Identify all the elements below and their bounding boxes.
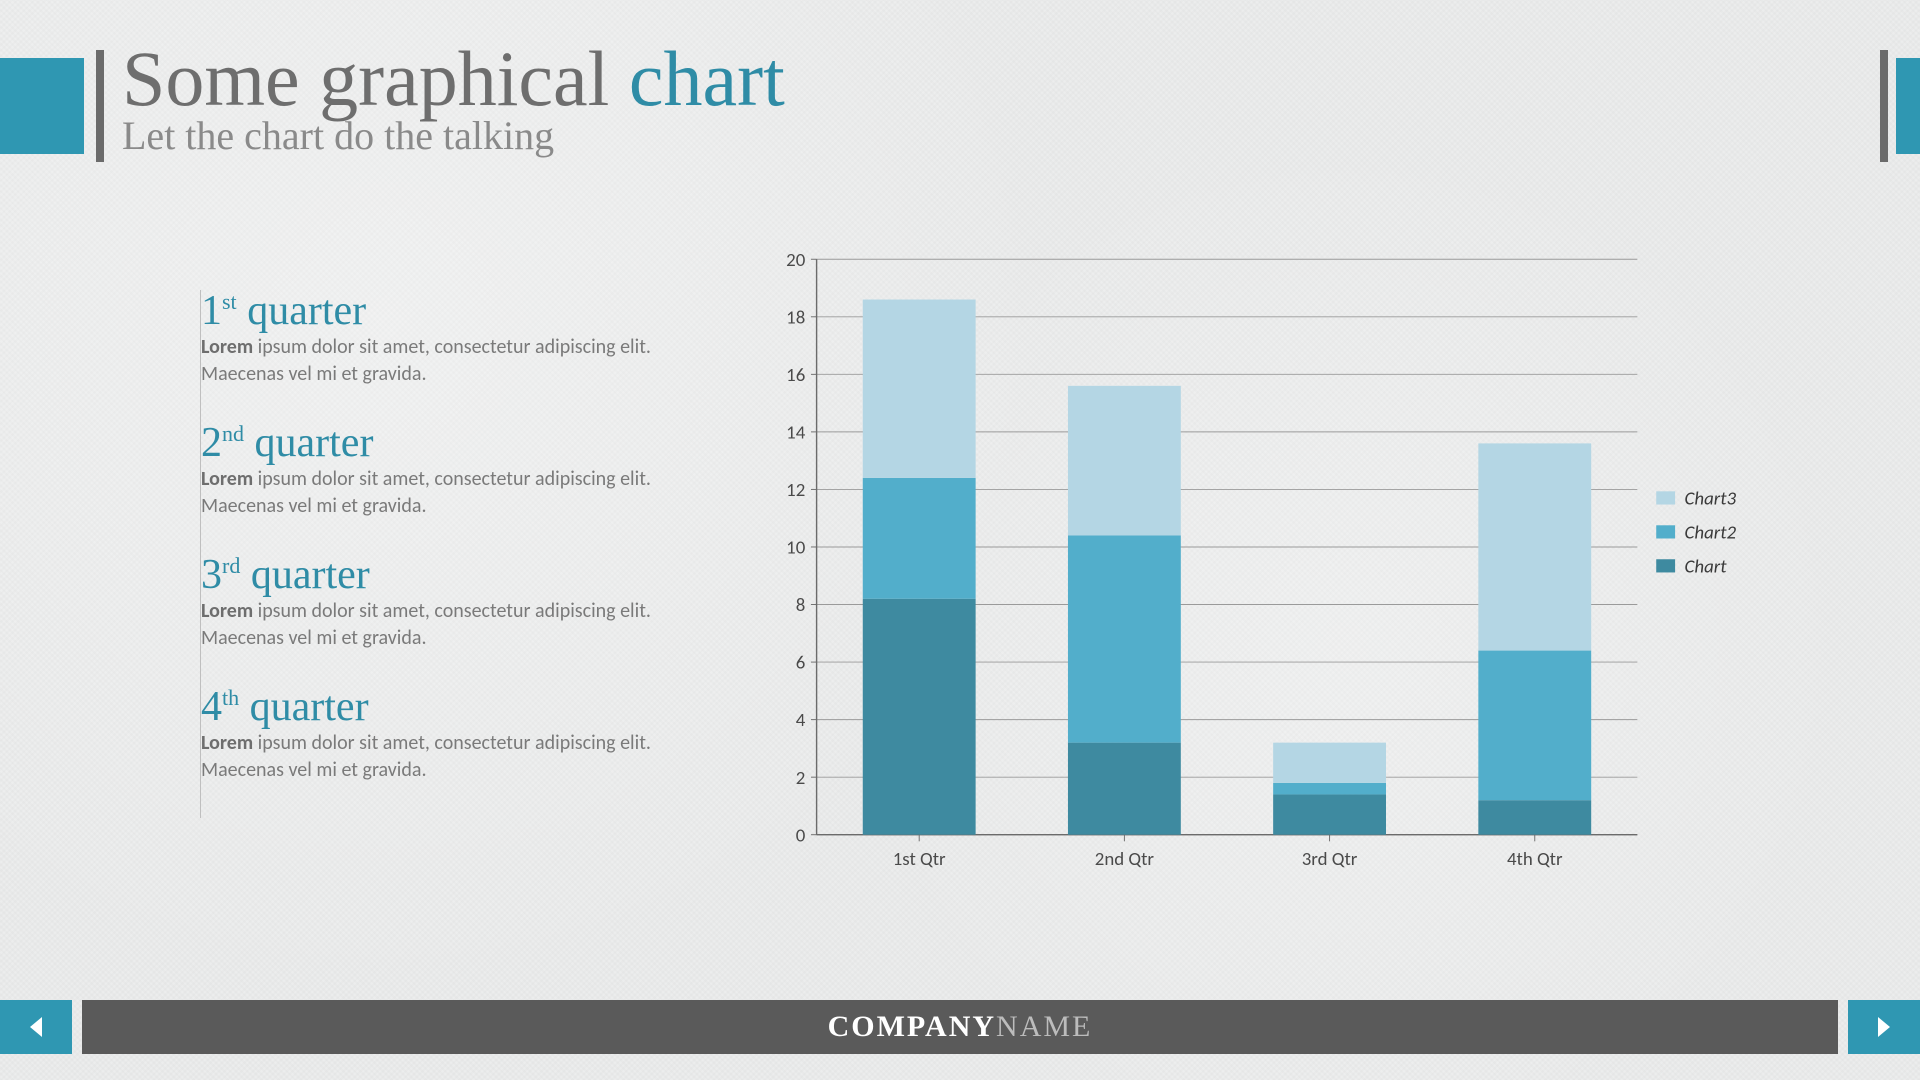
- quarter-block: 3rd quarterLorem ipsum dolor sit amet, c…: [201, 554, 680, 652]
- quarter-body: Lorem ipsum dolor sit amet, consectetur …: [201, 466, 680, 520]
- bar-segment: [1273, 783, 1386, 795]
- y-tick-label: 6: [796, 652, 806, 675]
- quarter-heading: 1st quarter: [201, 290, 680, 332]
- bar-segment: [1478, 443, 1591, 650]
- company-light: NAME: [996, 1010, 1092, 1043]
- bar-segment: [863, 599, 976, 835]
- x-category-label: 3rd Qtr: [1302, 848, 1358, 871]
- quarter-block: 1st quarterLorem ipsum dolor sit amet, c…: [201, 290, 680, 388]
- footer-bar: COMPANYNAME: [82, 1000, 1838, 1054]
- triangle-right-icon: [1874, 1015, 1894, 1039]
- y-tick-label: 12: [786, 479, 805, 502]
- legend-label: Chart3: [1685, 488, 1737, 511]
- y-tick-label: 18: [786, 306, 805, 329]
- x-category-label: 2nd Qtr: [1095, 848, 1155, 871]
- bar-segment: [1273, 794, 1386, 834]
- legend-label: Chart: [1685, 555, 1728, 578]
- header-accent-block: [0, 58, 84, 154]
- bar-segment: [1068, 386, 1181, 536]
- y-tick-label: 16: [786, 364, 805, 387]
- quarter-body: Lorem ipsum dolor sit amet, consectetur …: [201, 730, 680, 784]
- y-tick-label: 20: [786, 249, 806, 272]
- bar-segment: [1273, 743, 1386, 783]
- company-name: COMPANYNAME: [828, 1010, 1093, 1044]
- next-button[interactable]: [1848, 1000, 1920, 1054]
- y-tick-label: 4: [796, 709, 806, 732]
- bar-segment: [1478, 651, 1591, 801]
- legend-swatch: [1656, 491, 1675, 504]
- bar-segment: [863, 300, 976, 478]
- bar-segment: [1478, 800, 1591, 835]
- legend-swatch: [1656, 559, 1675, 572]
- header-accent-bar-left: [96, 50, 104, 162]
- y-tick-label: 2: [796, 767, 806, 790]
- y-tick-label: 0: [796, 824, 806, 847]
- header-accent-sliver: [1896, 58, 1920, 154]
- x-category-label: 4th Qtr: [1507, 848, 1563, 871]
- quarter-body: Lorem ipsum dolor sit amet, consectetur …: [201, 598, 680, 652]
- quarter-heading: 4th quarter: [201, 686, 680, 728]
- x-category-label: 1st Qtr: [893, 848, 946, 871]
- quarter-body: Lorem ipsum dolor sit amet, consectetur …: [201, 334, 680, 388]
- footer: COMPANYNAME: [0, 1000, 1920, 1054]
- title-pre: Some graphical: [122, 35, 629, 122]
- bar-segment: [1068, 535, 1181, 742]
- company-bold: COMPANY: [828, 1010, 996, 1043]
- header-accent-bar-right: [1880, 50, 1888, 162]
- quarter-heading: 2nd quarter: [201, 422, 680, 464]
- chart-svg: 0 2 4 6 8 10 12 14 16 18 20 1st Qtr 2nd Qtr 3rd Qtr 4t…: [760, 230, 1760, 930]
- legend-swatch: [1656, 525, 1675, 538]
- stacked-bar-chart: 0 2 4 6 8 10 12 14 16 18 20 1st Qtr 2nd Qtr 3rd Qtr 4t…: [760, 230, 1760, 930]
- y-tick-label: 14: [786, 421, 806, 444]
- bar-segment: [863, 478, 976, 599]
- quarter-heading: 3rd quarter: [201, 554, 680, 596]
- title-accent: chart: [629, 35, 785, 122]
- page-title: Some graphical chart: [122, 40, 785, 118]
- y-tick-label: 10: [786, 537, 806, 560]
- title-block: Some graphical chart Let the chart do th…: [122, 40, 785, 159]
- prev-button[interactable]: [0, 1000, 72, 1054]
- quarter-block: 2nd quarterLorem ipsum dolor sit amet, c…: [201, 422, 680, 520]
- quarter-block: 4th quarterLorem ipsum dolor sit amet, c…: [201, 686, 680, 784]
- bar-segment: [1068, 743, 1181, 835]
- legend-label: Chart2: [1685, 521, 1737, 544]
- quarters-list: 1st quarterLorem ipsum dolor sit amet, c…: [200, 290, 680, 818]
- y-tick-label: 8: [796, 594, 806, 617]
- triangle-left-icon: [26, 1015, 46, 1039]
